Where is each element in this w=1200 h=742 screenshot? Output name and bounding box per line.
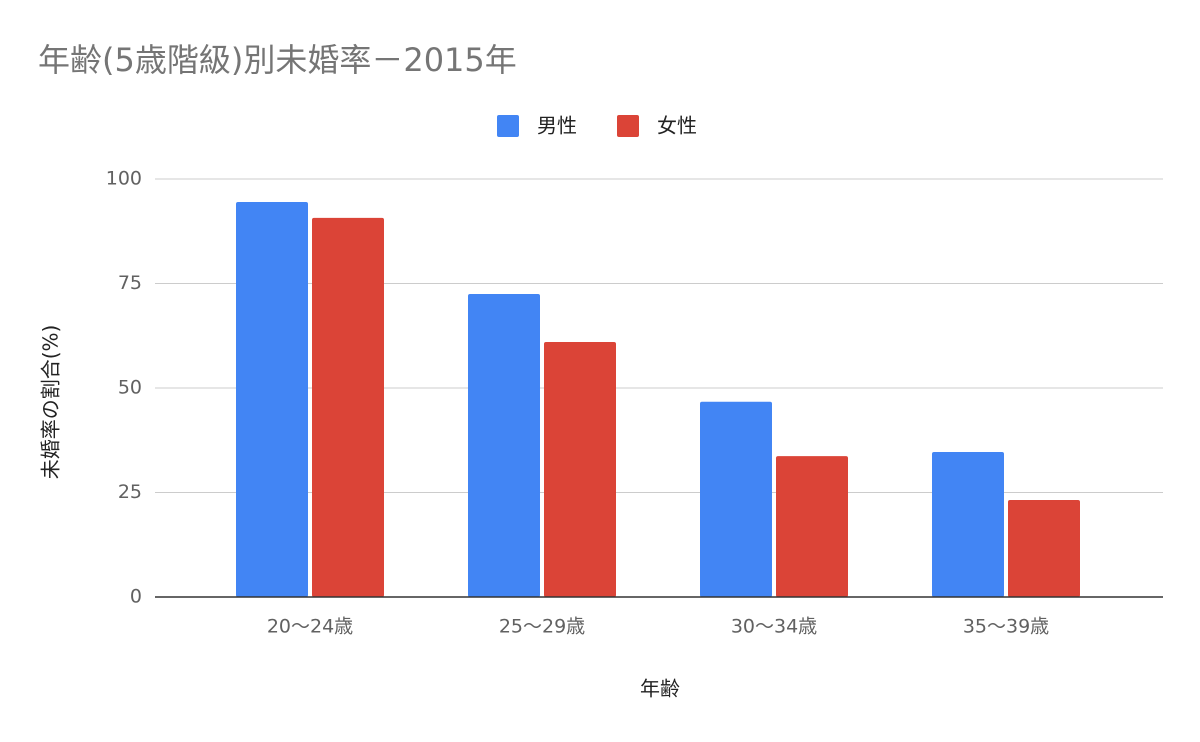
y-tick-label: 25: [118, 481, 142, 503]
legend-swatch: [497, 115, 519, 137]
y-tick-label: 50: [118, 377, 142, 399]
bar: [1008, 500, 1080, 597]
bar: [236, 201, 308, 598]
x-tick-label: 35〜39歳: [963, 616, 1049, 638]
y-tick-label: 0: [130, 586, 142, 608]
legend-label: 女性: [657, 114, 697, 138]
bar: [468, 293, 540, 597]
bar: [544, 342, 616, 597]
y-tick-label: 75: [118, 272, 142, 294]
x-tick-label: 25〜29歳: [499, 616, 585, 638]
x-axis-label: 年齢: [640, 677, 680, 701]
bar: [312, 217, 384, 597]
chart-title: 年齢(5歳階級)別未婚率－2015年: [38, 41, 517, 79]
y-axis-label: 未婚率の割合(%): [39, 325, 63, 480]
bar: [776, 456, 848, 597]
x-tick-label: 20〜24歳: [267, 616, 353, 638]
legend-swatch: [617, 115, 639, 137]
y-tick-label: 100: [106, 168, 142, 190]
x-tick-label: 30〜34歳: [731, 616, 817, 638]
bar: [932, 451, 1004, 597]
bar: [700, 401, 772, 597]
legend-label: 男性: [537, 114, 577, 138]
